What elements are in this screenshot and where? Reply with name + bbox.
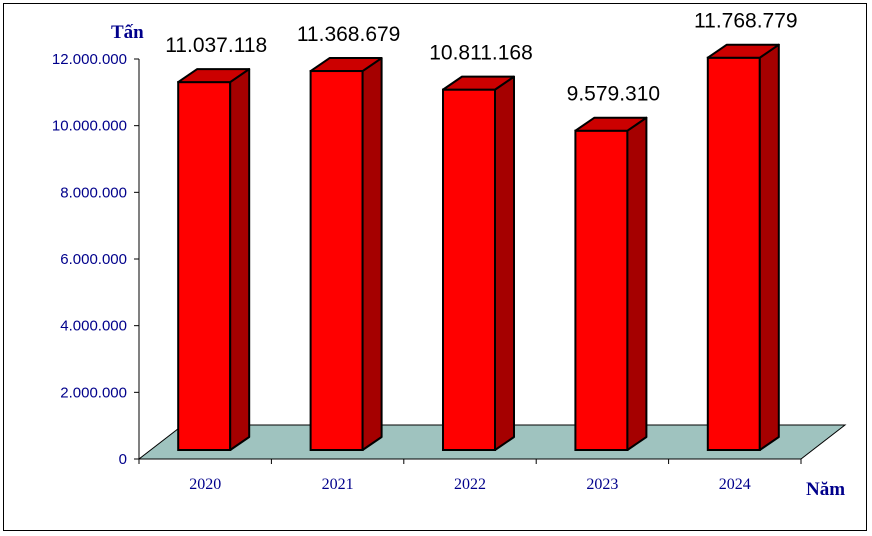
x-tick-label: 2024: [719, 476, 751, 493]
bar-top: [574, 116, 648, 132]
y-tick-label: 10.000.000: [52, 118, 127, 135]
x-axis-unit-label: Năm: [806, 479, 845, 500]
x-tick-label: 2022: [454, 476, 486, 493]
bar: [706, 43, 780, 451]
y-axis-ticks: 0 2.000.000 4.000.000 6.000.000 8.000.000 10.…: [52, 51, 139, 468]
y-tick-label: 12.000.000: [52, 51, 127, 68]
bar-side: [229, 68, 251, 451]
bar-side: [758, 43, 780, 451]
bar-series: [177, 43, 780, 451]
data-labels: 11.037.118 11.368.679 10.811.168 9.579.310 1…: [165, 10, 797, 106]
bar-value-label: 9.579.310: [567, 83, 660, 106]
bar-value-label: 11.037.118: [165, 34, 267, 57]
bar-front: [177, 81, 232, 451]
chart-frame: Tấn Năm 0 2.000.000 4.000.000 6.000.000 8.00…: [3, 3, 867, 531]
x-tick-label: 2020: [189, 476, 221, 493]
y-tick-label: 2.000.000: [60, 384, 127, 401]
bar: [442, 75, 515, 451]
x-tick-label: 2023: [586, 476, 618, 493]
y-tick-label: 6.000.000: [60, 251, 127, 268]
bar-value-label: 11.368.679: [297, 23, 401, 46]
bar-side: [361, 57, 383, 451]
x-axis-ticks: 2020 2021 2022 2023 2024: [138, 459, 802, 493]
bar: [177, 68, 251, 451]
y-axis-unit-label: Tấn: [111, 22, 144, 43]
bar-value-label: 10.811.168: [429, 42, 533, 65]
bar-front: [574, 129, 629, 451]
bar-value-label: 11.768.779: [694, 10, 798, 33]
bar-chart: Tấn Năm 0 2.000.000 4.000.000 6.000.000 8.00…: [52, 10, 847, 500]
bar: [309, 57, 383, 451]
bar-side: [626, 116, 648, 451]
y-tick-label: 0: [119, 451, 127, 468]
bar-front: [706, 56, 761, 451]
bar-top: [177, 68, 251, 84]
bar-front: [309, 70, 364, 451]
bar-front: [442, 88, 496, 451]
bar-top: [309, 57, 383, 73]
y-tick-label: 4.000.000: [60, 318, 127, 335]
bar-side: [494, 75, 515, 451]
bar: [574, 116, 648, 451]
bar-top: [706, 43, 780, 59]
bar-top: [442, 75, 515, 91]
x-tick-label: 2021: [322, 476, 354, 493]
y-tick-label: 8.000.000: [60, 184, 127, 201]
